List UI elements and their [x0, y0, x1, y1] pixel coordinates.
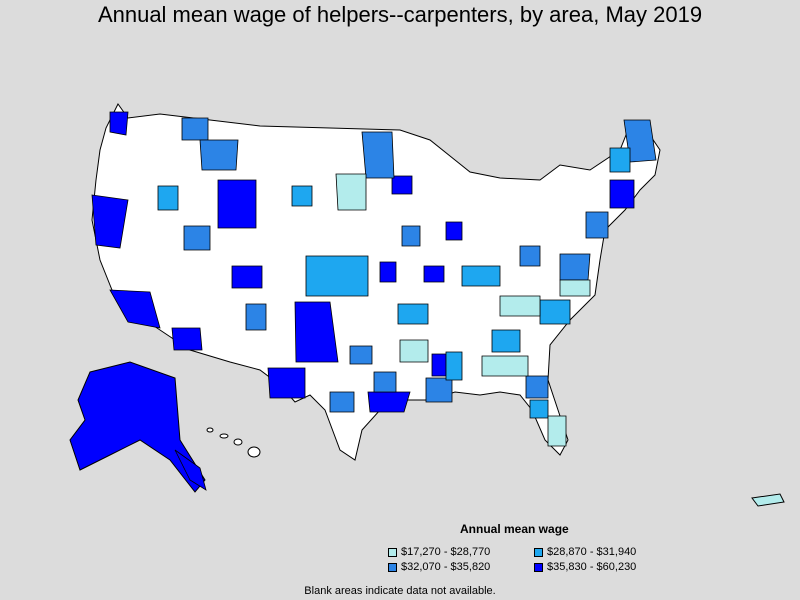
area-new-mexico: [245, 303, 267, 331]
legend-swatch-1: [388, 547, 397, 557]
area-california-south: [109, 289, 161, 329]
area-virginia: [559, 253, 591, 281]
area-missouri: [423, 265, 445, 283]
area-minnesota: [391, 175, 413, 195]
area-utah: [183, 225, 211, 251]
area-mississippi: [431, 353, 447, 377]
legend-item-1: $17,270 - $28,770: [388, 546, 490, 558]
area-alaska-south: [174, 449, 207, 491]
area-new-mexico-texas: [294, 301, 339, 363]
legend-label-4: $35,830 - $60,230: [547, 561, 637, 573]
area-houston: [367, 391, 411, 413]
area-california-north: [91, 194, 129, 249]
area-northeast: [609, 179, 635, 209]
map-title: Annual mean wage of helpers--carpenters,…: [97, 2, 703, 27]
legend-label-2: $28,870 - $31,940: [547, 546, 637, 558]
area-florida-gulf: [525, 375, 549, 399]
area-arizona: [171, 327, 203, 351]
area-north-dakota: [361, 131, 395, 179]
area-dakotas-low: [335, 173, 367, 211]
area-ohio: [519, 245, 541, 267]
legend-title: Annual mean wage: [460, 522, 569, 536]
area-colorado: [231, 265, 263, 289]
area-new-england: [609, 147, 631, 173]
area-wyoming: [217, 179, 257, 229]
area-montana-west: [199, 139, 239, 171]
legend-item-3: $32,070 - $35,820: [388, 561, 490, 573]
area-chicago: [445, 221, 463, 241]
legend-item-2: $28,870 - $31,940: [534, 546, 636, 558]
area-carolinas: [539, 299, 571, 325]
wage-areas: [91, 111, 657, 491]
area-iowa: [401, 225, 421, 247]
footnote: Blank areas indicate data not available.: [304, 585, 496, 597]
area-kansas: [305, 255, 369, 297]
area-idaho: [181, 117, 209, 141]
area-south-georgia: [481, 355, 529, 377]
legend-label-3: $32,070 - $35,820: [401, 561, 491, 573]
area-new-york: [585, 211, 609, 239]
area-kentucky: [499, 295, 541, 317]
alaska-outline: [69, 361, 206, 493]
puerto-rico-outline: [751, 493, 785, 507]
area-southwest-texas: [329, 391, 355, 413]
area-florida: [529, 399, 549, 419]
legend-swatch-2: [534, 547, 543, 557]
hawaii-islands: [206, 427, 261, 458]
area-georgia: [491, 329, 521, 353]
area-arkansas: [397, 303, 429, 325]
area-louisiana: [373, 371, 397, 393]
area-appalachia: [559, 279, 591, 297]
area-florida-south: [547, 415, 567, 447]
area-mississippi-low: [399, 339, 429, 363]
area-alabama: [445, 351, 463, 381]
area-nebraska: [291, 185, 313, 207]
area-tennessee: [461, 265, 501, 287]
legend-swatch-3: [388, 562, 397, 572]
area-oklahoma: [349, 345, 373, 365]
legend-label-1: $17,270 - $28,770: [401, 546, 491, 558]
area-kansas-city: [379, 261, 397, 283]
legend-item-4: $35,830 - $60,230: [534, 561, 636, 573]
area-west-texas: [267, 367, 306, 399]
legend-swatch-4: [534, 562, 543, 572]
area-gulf: [425, 377, 453, 403]
area-seattle: [109, 111, 129, 136]
area-nevada-north: [157, 185, 179, 211]
